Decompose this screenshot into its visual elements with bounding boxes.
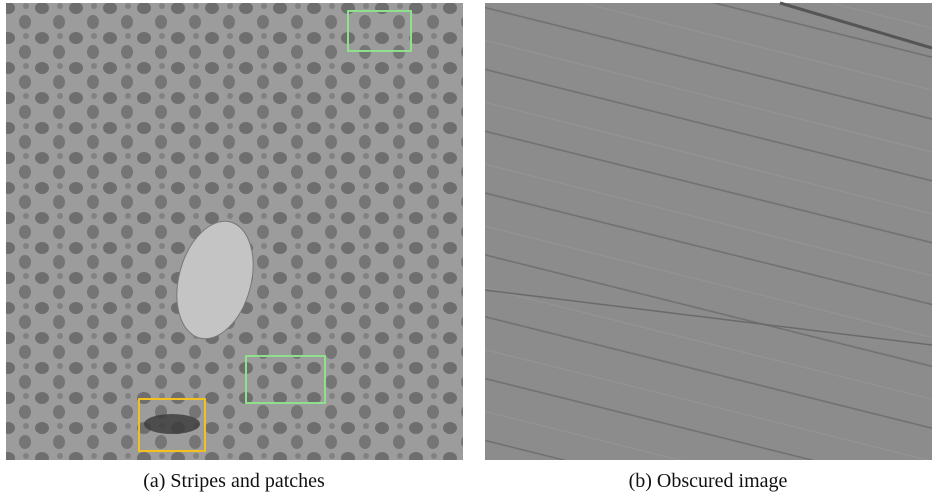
- figure: [0, 0, 932, 462]
- caption: (b) Obscured image: [478, 470, 932, 493]
- panel-b-image: [485, 3, 932, 460]
- caption: (a) Stripes and patches: [4, 470, 464, 493]
- panel-a-image: [6, 3, 463, 460]
- page: (a) Stripes and patches (b) Obscured ima…: [0, 0, 932, 500]
